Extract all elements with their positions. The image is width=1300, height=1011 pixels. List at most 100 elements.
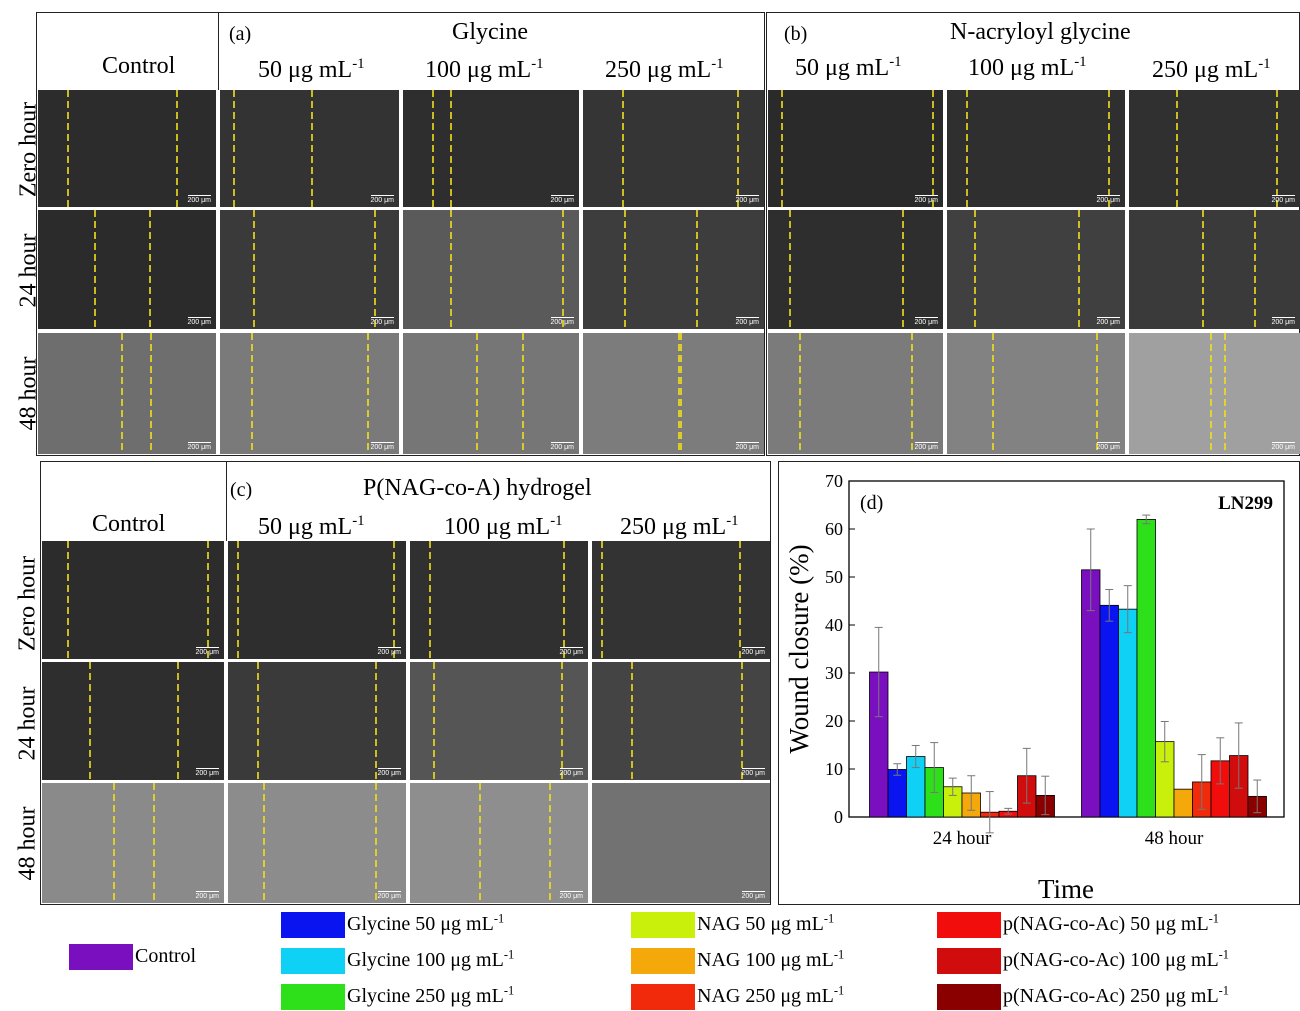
legend-label-3: Glycine 250 μg mL-1 bbox=[347, 983, 515, 1007]
micrograph-top-r0-c3: 200 μm bbox=[583, 90, 764, 207]
micrograph-top-r0-c5: 200 μm bbox=[947, 90, 1125, 207]
row-label-48-bottom: 48 hour bbox=[14, 806, 41, 881]
scale-bar: 200 μm bbox=[1271, 195, 1295, 204]
panel-c-col-50: 50 μg mL-1 bbox=[258, 513, 365, 540]
scale-bar: 200 μm bbox=[1096, 317, 1120, 326]
scale-bar: 200 μm bbox=[735, 442, 759, 451]
micrograph-bottom-r1-c1: 200 μm bbox=[228, 662, 406, 780]
micrograph-bottom-r1-c2: 200 μm bbox=[410, 662, 588, 780]
micrograph-top-r0-c0: 200 μm bbox=[38, 90, 216, 207]
legend-label-9: p(NAG-co-Ac) 250 μg mL-1 bbox=[1003, 983, 1229, 1007]
y-tick-label-0: 0 bbox=[834, 807, 843, 827]
scale-bar: 200 μm bbox=[195, 768, 219, 777]
legend-swatch-9 bbox=[937, 984, 1001, 1010]
y-tick-label-50: 50 bbox=[825, 567, 843, 587]
legend-label-2: Glycine 100 μg mL-1 bbox=[347, 947, 515, 971]
micrograph-bottom-r0-c1: 200 μm bbox=[228, 541, 406, 659]
micrograph-bottom-r2-c0: 200 μm bbox=[42, 783, 224, 903]
micrograph-top-r0-c4: 200 μm bbox=[768, 90, 943, 207]
panel-a-col-250: 250 μg mL-1 bbox=[605, 56, 724, 83]
legend-label-6: NAG 250 μg mL-1 bbox=[697, 983, 845, 1007]
micrograph-top-r0-c6: 200 μm bbox=[1129, 90, 1300, 207]
micrograph-top-r1-c4: 200 μm bbox=[768, 210, 943, 329]
scale-bar: 200 μm bbox=[550, 442, 574, 451]
micrograph-top-r2-c0: 200 μm bbox=[38, 333, 216, 454]
legend-label-5: NAG 100 μg mL-1 bbox=[697, 947, 845, 971]
micrograph-top-r1-c5: 200 μm bbox=[947, 210, 1125, 329]
legend-label-1: Glycine 50 μg mL-1 bbox=[347, 911, 505, 935]
scale-bar: 200 μm bbox=[559, 768, 583, 777]
micrograph-top-r0-c1: 200 μm bbox=[220, 90, 399, 207]
scale-bar: 200 μm bbox=[1271, 442, 1295, 451]
micrograph-top-r2-c5: 200 μm bbox=[947, 333, 1125, 454]
panel-b-col-250: 250 μg mL-1 bbox=[1152, 56, 1271, 83]
panel-c-title: P(NAG-co-A) hydrogel bbox=[363, 475, 592, 501]
scale-bar: 200 μm bbox=[187, 195, 211, 204]
micrograph-top-r1-c0: 200 μm bbox=[38, 210, 216, 329]
legend-swatch-8 bbox=[937, 948, 1001, 974]
micrograph-top-r1-c6: 200 μm bbox=[1129, 210, 1300, 329]
legend-swatch-2 bbox=[281, 948, 345, 974]
bar-s2-c1 bbox=[1118, 608, 1138, 818]
micrograph-top-r1-c2: 200 μm bbox=[403, 210, 579, 329]
y-axis-label: Wound closure (%) bbox=[784, 544, 814, 753]
panel-a-col-100: 100 μg mL-1 bbox=[425, 56, 544, 83]
wound-closure-chart: 0 10 20 30 40 50 60 70 24 hour 48 hour (d) LN299 Tim… bbox=[784, 471, 1285, 904]
micrograph-top-r2-c3: 200 μm bbox=[583, 333, 764, 454]
scale-bar: 200 μm bbox=[559, 891, 583, 900]
scale-bar: 200 μm bbox=[370, 317, 394, 326]
panel-c-col-100: 100 μg mL-1 bbox=[444, 513, 563, 540]
y-tick-label-30: 30 bbox=[825, 663, 843, 683]
micrograph-bottom-r0-c3: 200 μm bbox=[592, 541, 770, 659]
micrograph-top-r2-c4: 200 μm bbox=[768, 333, 943, 454]
legend-label-0: Control bbox=[135, 945, 197, 967]
micrograph-bottom-r0-c2: 200 μm bbox=[410, 541, 588, 659]
x-tick-label-0: 24 hour bbox=[933, 828, 992, 849]
panel-a-divider bbox=[218, 12, 219, 90]
panel-b-tag: (b) bbox=[784, 23, 808, 45]
micrograph-top-r2-c6: 200 μm bbox=[1129, 333, 1300, 454]
legend-swatch-1 bbox=[281, 912, 345, 938]
bar-s3-c1 bbox=[1136, 519, 1156, 818]
scale-bar: 200 μm bbox=[187, 442, 211, 451]
scale-bar: 200 μm bbox=[195, 891, 219, 900]
y-tick-label-60: 60 bbox=[825, 519, 843, 539]
legend-swatch-0 bbox=[69, 944, 133, 970]
panel-c-divider bbox=[226, 461, 227, 541]
scale-bar: 200 μm bbox=[735, 195, 759, 204]
panel-b-col-50: 50 μg mL-1 bbox=[795, 54, 902, 81]
panel-c-col-250: 250 μg mL-1 bbox=[620, 513, 739, 540]
panel-c-tag: (c) bbox=[230, 479, 253, 501]
panel-b-col-100: 100 μg mL-1 bbox=[968, 54, 1087, 81]
scale-bar: 200 μm bbox=[195, 647, 219, 656]
scale-bar: 200 μm bbox=[377, 891, 401, 900]
scale-bar: 200 μm bbox=[370, 442, 394, 451]
panel-a-tag: (a) bbox=[229, 23, 252, 45]
scale-bar: 200 μm bbox=[1096, 195, 1120, 204]
y-tick-label-40: 40 bbox=[825, 615, 843, 635]
y-tick-label-20: 20 bbox=[825, 711, 843, 731]
y-tick-label-10: 10 bbox=[825, 759, 843, 779]
bar-s5-c1 bbox=[1173, 788, 1193, 818]
panel-a-frame bbox=[36, 12, 765, 456]
panel-a-control-label: Control bbox=[102, 53, 176, 79]
legend-label-7: p(NAG-co-Ac) 50 μg mL-1 bbox=[1003, 911, 1219, 935]
x-tick-label-1: 48 hour bbox=[1145, 828, 1204, 849]
y-tick-label-70: 70 bbox=[825, 471, 843, 491]
scale-bar: 200 μm bbox=[735, 317, 759, 326]
scale-bar: 200 μm bbox=[741, 768, 765, 777]
micrograph-bottom-r2-c3: 200 μm bbox=[592, 783, 770, 903]
micrograph-top-r0-c2: 200 μm bbox=[403, 90, 579, 207]
scale-bar: 200 μm bbox=[1271, 317, 1295, 326]
scale-bar: 200 μm bbox=[550, 195, 574, 204]
x-axis-label: Time bbox=[1038, 874, 1094, 904]
scale-bar: 200 μm bbox=[550, 317, 574, 326]
legend-swatch-4 bbox=[631, 912, 695, 938]
panel-d-tag: (d) bbox=[860, 492, 883, 514]
legend-swatch-3 bbox=[281, 984, 345, 1010]
micrograph-top-r2-c1: 200 μm bbox=[220, 333, 399, 454]
micrograph-top-r1-c1: 200 μm bbox=[220, 210, 399, 329]
scale-bar: 200 μm bbox=[187, 317, 211, 326]
legend-swatch-6 bbox=[631, 984, 695, 1010]
scale-bar: 200 μm bbox=[1096, 442, 1120, 451]
